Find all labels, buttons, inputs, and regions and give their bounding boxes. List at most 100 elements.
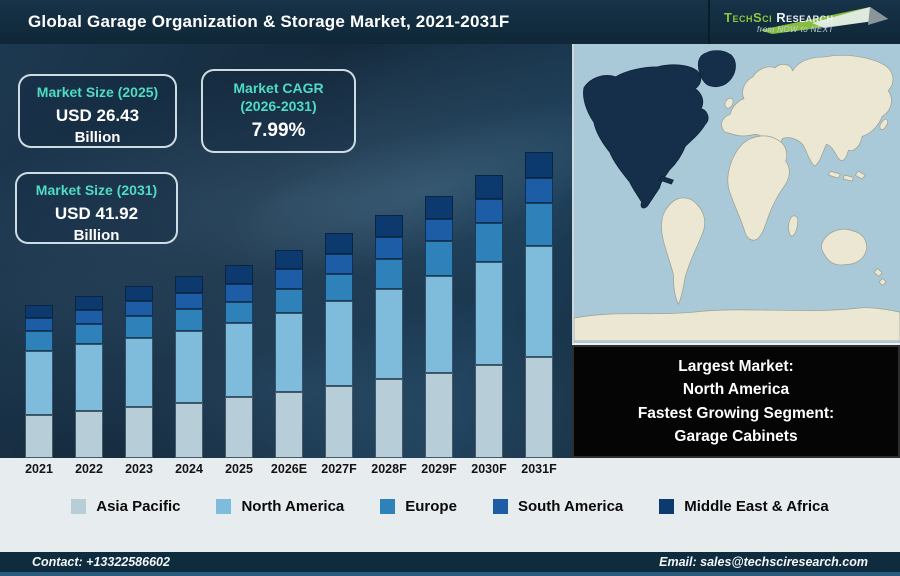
bar-segment — [75, 344, 103, 412]
logo-text: TechSci Research from NOW to NEXT — [724, 11, 834, 34]
world-map-panel — [572, 44, 900, 345]
bar-column-2026E — [264, 152, 314, 458]
bar-column-2023 — [114, 152, 164, 458]
bar-segment — [525, 177, 553, 204]
logo-tagline: from NOW to NEXT — [757, 24, 834, 34]
bar-segment — [25, 414, 53, 458]
bar-segment — [225, 301, 253, 324]
legend-swatch — [492, 499, 508, 514]
card-title: Market Size (2025) — [36, 84, 159, 100]
bar-segment — [325, 233, 353, 254]
footer-email: Email: sales@techsciresearch.com — [659, 555, 868, 569]
bar-column-2025 — [214, 152, 264, 458]
legend-label: Asia Pacific — [96, 498, 181, 515]
bar-stack — [425, 195, 453, 458]
card-unit: Billion — [74, 128, 121, 146]
bar-segment — [75, 295, 103, 310]
card-market-size-2031: Market Size (2031) USD 41.92 Billion — [15, 172, 178, 244]
bar-segment — [525, 245, 553, 357]
card-market-size-2025: Market Size (2025) USD 26.43 Billion — [18, 74, 177, 148]
bar-column-2028F — [364, 152, 414, 458]
info-line-largest-market-value: North America — [682, 381, 790, 399]
card-market-cagr: Market CAGR (2026-2031) 7.99% — [201, 69, 356, 153]
bar-segment — [475, 222, 503, 262]
card-title: Market CAGR — [233, 80, 324, 96]
legend-item: Asia Pacific — [71, 498, 180, 515]
bar-stack — [225, 265, 253, 458]
bar-segment — [225, 396, 253, 458]
bar-segment — [175, 276, 203, 293]
x-axis-tick-label: 2031F — [521, 462, 557, 476]
x-axis-tick-label: 2024 — [175, 462, 203, 476]
x-axis-tick-label: 2029F — [421, 462, 457, 476]
x-axis-tick-label: 2023 — [125, 462, 153, 476]
bar-segment — [125, 301, 153, 317]
bar-segment — [375, 288, 403, 380]
card-unit: Billion — [73, 226, 120, 244]
x-axis-tick-label: 2027F — [321, 462, 357, 476]
card-value: USD 41.92 — [54, 203, 139, 223]
bar-segment — [125, 286, 153, 302]
card-title: Market Size (2031) — [35, 182, 158, 198]
bar-stack — [475, 174, 503, 458]
bar-segment — [425, 195, 453, 219]
bar-segment — [375, 215, 403, 238]
bar-column-2031F — [514, 151, 564, 458]
bar-segment — [275, 288, 303, 313]
x-axis-tick-label: 2030F — [471, 462, 507, 476]
card-value: 7.99% — [251, 120, 306, 141]
bar-segment — [425, 218, 453, 242]
bar-segment — [475, 261, 503, 366]
bar-stack — [25, 305, 53, 458]
bar-segment — [325, 301, 353, 386]
legend-label: South America — [517, 498, 624, 515]
bar-segment — [75, 411, 103, 458]
techsci-logo: TechSci Research from NOW to NEXT — [708, 0, 900, 44]
bar-segment — [275, 391, 303, 458]
page-title: Global Garage Organization & Storage Mar… — [28, 12, 510, 31]
bar-segment — [25, 331, 53, 351]
footer-bar: Contact: +13322586602 Email: sales@techs… — [0, 552, 900, 576]
bar-segment — [325, 385, 353, 458]
logo-brand-secondary: Research — [776, 9, 834, 25]
bar-segment — [375, 258, 403, 289]
bar-segment — [225, 323, 253, 397]
stacked-bar-chart — [14, 151, 564, 458]
bar-segment — [525, 203, 553, 246]
card-value: USD 26.43 — [55, 105, 140, 125]
x-axis-tick-label: 2022 — [75, 462, 103, 476]
bar-segment — [25, 305, 53, 319]
bar-segment — [75, 309, 103, 324]
bar-segment — [475, 365, 503, 458]
bar-segment — [275, 249, 303, 270]
bar-segment — [425, 241, 453, 276]
legend-label: Middle East & Africa — [684, 498, 829, 515]
bar-segment — [425, 372, 453, 458]
legend-item: Middle East & Africa — [659, 498, 829, 515]
bar-segment — [25, 318, 53, 332]
bar-column-2022 — [64, 152, 114, 458]
info-line-largest-market-label: Largest Market: — [678, 358, 794, 375]
bar-stack — [325, 233, 353, 458]
logo-arrow-icon — [760, 7, 888, 34]
bar-segment — [175, 309, 203, 331]
bar-column-2027F — [314, 152, 364, 458]
bar-segment — [175, 292, 203, 310]
bar-segment — [175, 402, 203, 458]
bar-segment — [375, 379, 403, 458]
info-box: Largest Market: North America Fastest Gr… — [572, 345, 900, 458]
bar-segment — [275, 312, 303, 392]
bar-segment — [325, 253, 353, 275]
bar-column-2029F — [414, 152, 464, 458]
bar-segment — [325, 274, 353, 302]
bar-segment — [525, 151, 553, 178]
legend-item: South America — [492, 498, 624, 515]
chart-lower-band: 2021 2022 2023 2024 2025 2026E 2027F 2028F 2029F… — [0, 458, 900, 552]
bar-segment — [225, 265, 253, 284]
x-axis-labels: 2021 2022 2023 2024 2025 2026E 2027F 2028F 2029F… — [14, 462, 564, 476]
legend-item: North America — [216, 498, 344, 515]
bar-stack — [375, 215, 403, 458]
bar-segment — [25, 350, 53, 415]
bar-segment — [275, 269, 303, 289]
bar-segment — [375, 237, 403, 259]
